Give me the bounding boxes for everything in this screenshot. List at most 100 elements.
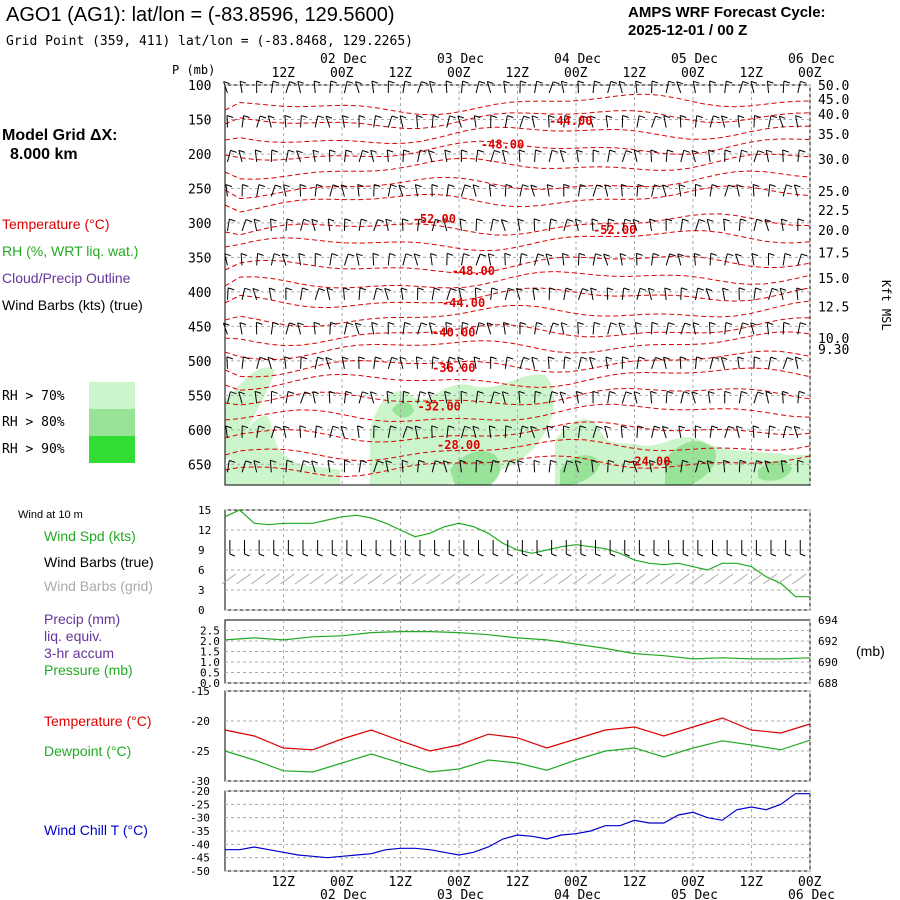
wind-barb <box>562 253 565 266</box>
wind-barb <box>737 356 740 369</box>
wind10-true-barb-flag <box>405 553 411 557</box>
wind10-grid-barb <box>587 573 602 585</box>
rh-patch <box>392 401 414 418</box>
wind-barb-flag <box>684 322 691 326</box>
wind10-grid-barb <box>601 573 617 585</box>
wind-barb <box>577 357 582 369</box>
wind-barb-flag <box>605 356 613 360</box>
wind-barb-flag <box>683 149 690 153</box>
height-tick-label: 9.30 <box>818 343 849 358</box>
wind-barb <box>446 288 452 301</box>
wind-barb-flag <box>697 287 704 291</box>
wind-barb <box>604 426 609 438</box>
wind-barb <box>797 81 801 94</box>
wind10-grid-barb <box>514 573 529 585</box>
wind-barb-flag <box>520 80 527 84</box>
wind-barb-flag <box>535 390 542 394</box>
wind-barb-flag <box>663 356 670 360</box>
wind-barb-flag <box>302 287 309 291</box>
wind-barb-flag <box>238 391 245 395</box>
wind-barb <box>385 219 389 232</box>
wind10-grid-barb <box>280 573 295 585</box>
wind-barb-flag <box>505 425 512 429</box>
wind-barb-flag <box>736 425 743 429</box>
wind-barb-flag <box>547 184 554 188</box>
temperature-contour <box>224 287 811 309</box>
profile-wind-barbs <box>222 80 808 473</box>
wind-barb <box>373 288 377 301</box>
wind-barb-flag <box>358 115 366 118</box>
wind-barb-flag <box>272 322 280 325</box>
wind-barb <box>780 460 784 473</box>
wind-barb-flag <box>444 391 451 394</box>
wind-barb-flag <box>356 253 363 257</box>
time-tick-label-bottom: 12Z <box>506 875 530 890</box>
wind-barb-flag <box>735 253 742 257</box>
date-tick-label-bottom: 05 Dec <box>671 888 718 900</box>
wind-barb <box>651 184 655 197</box>
wind-barb-flag <box>478 80 486 84</box>
wind-barb <box>488 425 492 438</box>
wind-barb <box>691 150 696 163</box>
wind-barb-flag <box>783 321 790 325</box>
height-tick-label: 17.5 <box>818 247 849 262</box>
wind-barb-flag <box>312 149 320 153</box>
wind10-true-barb-flag <box>609 553 616 557</box>
legend-rh80-label: RH > 80% <box>2 415 65 430</box>
wind-barb <box>531 357 536 369</box>
wind-barb <box>342 115 345 128</box>
wind-barb <box>576 150 579 163</box>
wind-barb-flag <box>457 115 464 119</box>
wind-barb <box>574 219 579 232</box>
wind-barb-flag <box>708 149 715 153</box>
wind10-grid-barb <box>294 573 310 585</box>
rh-patch <box>370 374 555 485</box>
wind-barb <box>768 288 773 301</box>
wind-barb <box>678 184 682 197</box>
wind-barb-flag <box>488 253 495 257</box>
wind10-grid-barb <box>367 573 383 585</box>
wind-barb <box>285 460 288 473</box>
wind-barb <box>633 150 638 163</box>
pressure-right-tick-label: 694 <box>818 614 838 627</box>
wind-barb-flag <box>609 391 616 394</box>
wind-barb-flag <box>575 218 582 222</box>
wind-barb-flag <box>576 391 583 394</box>
temperature-tick-label: -25 <box>190 745 210 758</box>
wind-barb <box>486 81 492 94</box>
wind-barb-flag <box>662 184 669 188</box>
precip-tick-label: 2.0 <box>200 635 220 648</box>
wind-barb <box>592 322 595 335</box>
wind-barb-flag <box>230 149 237 153</box>
wind-barb-flag <box>271 390 278 394</box>
wind-barb <box>503 81 506 94</box>
model-grid-line2: 8.000 km <box>10 146 78 163</box>
wind-barb-flag <box>255 149 262 153</box>
wind10-true-barb-flag <box>712 553 718 557</box>
windchill-tick-label: -25 <box>190 798 210 811</box>
wind-barb <box>457 357 462 370</box>
wind-barb <box>518 391 521 404</box>
wind10-label: Wind at 10 m <box>18 509 83 521</box>
wind10-true-barb-flag <box>800 553 806 557</box>
height-tick-label: 45.0 <box>818 93 849 108</box>
wind-barb-flag <box>329 149 336 153</box>
wind-barb-flag <box>551 149 559 153</box>
wind-barb-flag <box>303 218 310 222</box>
wind-barb <box>329 426 334 438</box>
wind-barb <box>663 115 667 128</box>
wind-barb <box>300 287 303 300</box>
temperature-line <box>224 717 811 752</box>
temperature-panel <box>224 690 811 782</box>
wind-barb <box>765 391 770 404</box>
wind-barb-flag <box>694 253 701 256</box>
wind-barb <box>444 150 448 163</box>
wind-barb-flag <box>548 356 555 360</box>
wind-barb-flag <box>462 80 469 84</box>
wind-barb <box>400 287 404 300</box>
wind-barb-flag <box>404 80 412 84</box>
wind-barb-flag <box>428 391 435 395</box>
temperature-contour-label: -28.00 <box>437 438 480 452</box>
wind-barb <box>402 322 406 335</box>
wind-barb-flag <box>430 253 437 256</box>
